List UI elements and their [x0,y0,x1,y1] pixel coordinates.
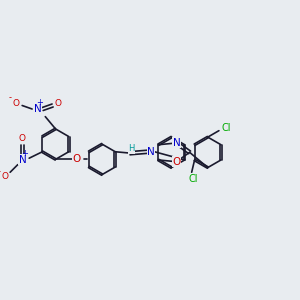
Text: Cl: Cl [221,123,231,133]
Text: O: O [55,99,62,108]
Text: Cl: Cl [188,174,198,184]
Text: -: - [0,167,1,176]
Text: N: N [34,104,41,114]
Text: +: + [21,149,28,158]
Text: O: O [172,157,181,167]
Text: N: N [172,138,180,148]
Text: +: + [36,98,43,107]
Text: N: N [19,155,26,165]
Text: -: - [8,93,11,102]
Text: H: H [128,144,135,153]
Text: O: O [72,154,80,164]
Text: N: N [147,147,155,157]
Text: O: O [13,99,20,108]
Text: O: O [2,172,9,182]
Text: O: O [19,134,26,143]
